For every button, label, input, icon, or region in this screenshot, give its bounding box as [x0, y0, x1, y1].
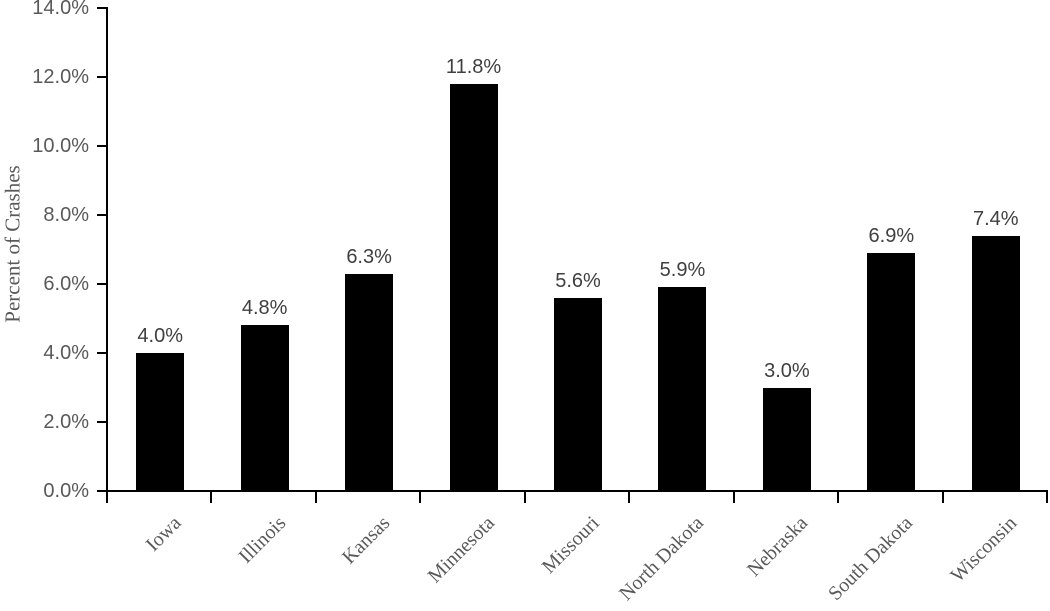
bar — [867, 252, 916, 492]
x-tick — [628, 491, 631, 503]
bar-value-label: 3.0% — [764, 359, 810, 382]
bar-value-label: 6.9% — [868, 224, 915, 247]
y-tick — [97, 283, 106, 285]
y-tick — [97, 7, 106, 9]
bar-value-label: 4.8% — [241, 297, 288, 320]
bar-value-label: 5.9% — [659, 259, 706, 282]
y-tick — [97, 76, 106, 78]
y-axis-line — [106, 7, 108, 493]
bar — [658, 287, 707, 492]
bar — [136, 353, 185, 492]
y-axis-title: Percent of Crashes — [0, 165, 25, 323]
bar-value-label: 7.4% — [972, 207, 1019, 230]
x-tick-label: Nebraska — [743, 512, 813, 581]
y-tick-label: 6.0% — [43, 273, 89, 295]
bar — [449, 83, 498, 492]
x-tick-label: Missouri — [537, 512, 604, 578]
y-tick — [97, 214, 106, 216]
bar — [240, 325, 289, 492]
x-tick-label: Illinois — [234, 512, 291, 568]
x-tick-label: South Dakota — [823, 512, 917, 605]
bar-value-label: 11.8% — [445, 55, 502, 78]
x-tick — [106, 491, 108, 503]
y-tick-label: 10.0% — [32, 135, 89, 157]
y-tick-label: 8.0% — [43, 204, 89, 226]
y-tick-label: 12.0% — [32, 66, 89, 88]
x-tick — [314, 491, 317, 503]
bar-value-label: 6.3% — [346, 245, 392, 268]
x-tick — [1046, 491, 1048, 503]
y-tick — [97, 421, 106, 423]
y-tick-label: 2.0% — [43, 411, 89, 433]
bar-value-label: 4.0% — [137, 325, 184, 347]
bar-value-label: 5.6% — [555, 269, 601, 292]
y-tick-label: 14.0% — [32, 0, 89, 19]
y-tick-label: 0.0% — [43, 480, 89, 502]
x-tick-label: Iowa — [141, 512, 186, 556]
x-tick — [523, 491, 526, 503]
x-tick-label: Minnesota — [423, 512, 500, 588]
y-tick-label: 4.0% — [43, 342, 89, 364]
bar — [345, 273, 394, 492]
x-tick-label: North Dakota — [615, 512, 709, 605]
bar — [762, 387, 811, 492]
x-tick — [419, 491, 422, 503]
bar — [971, 235, 1020, 492]
x-tick — [837, 491, 840, 503]
y-tick — [97, 352, 106, 354]
x-tick-label: Wisconsin — [946, 512, 1022, 587]
bar — [554, 297, 602, 492]
y-tick — [97, 145, 106, 147]
x-tick — [941, 491, 944, 503]
y-tick — [97, 490, 106, 492]
x-tick — [210, 491, 213, 503]
x-tick — [732, 491, 735, 503]
x-tick-label: Kansas — [338, 512, 395, 569]
